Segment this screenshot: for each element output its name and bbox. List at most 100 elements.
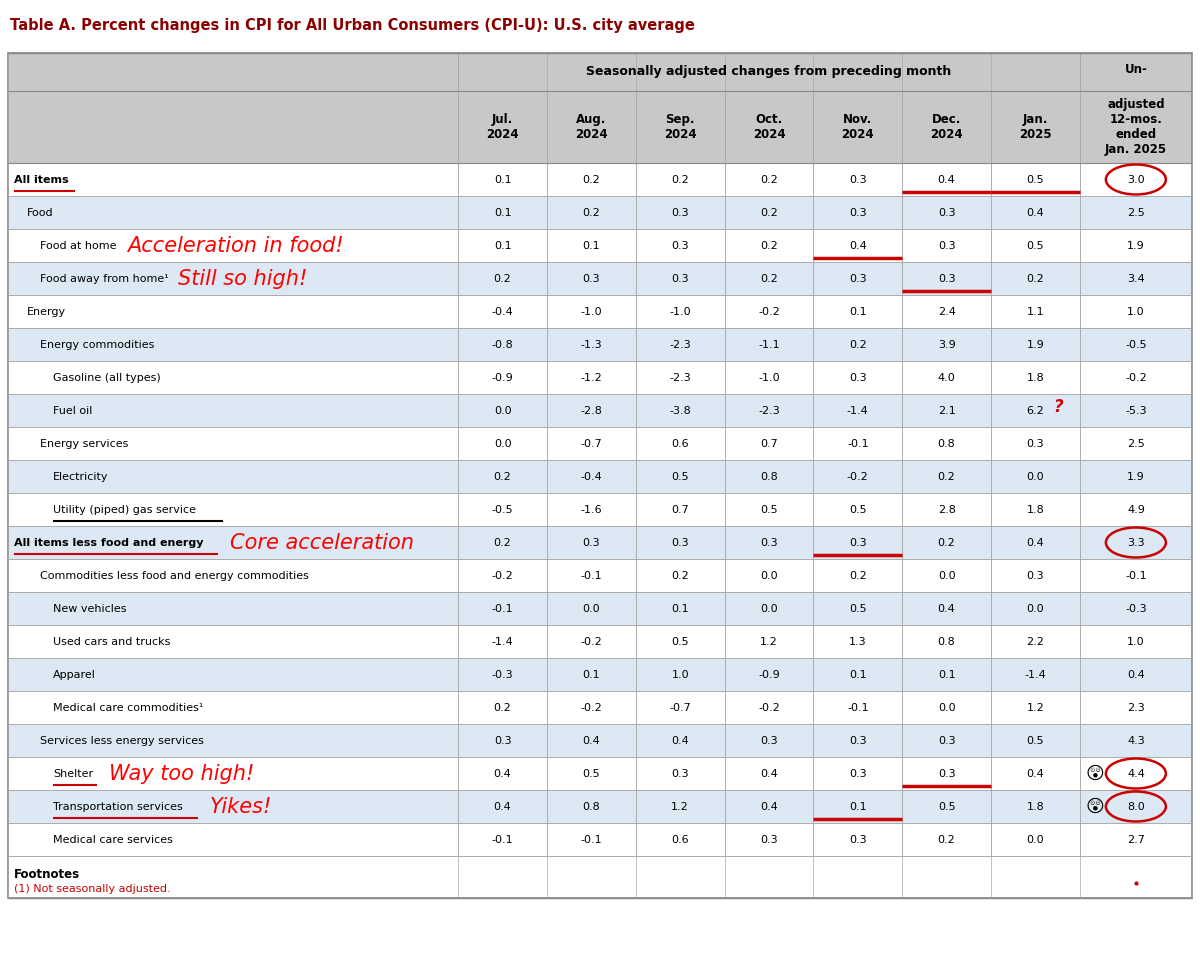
Bar — [458, 724, 547, 757]
Text: 0.1: 0.1 — [848, 802, 866, 811]
Text: -2.3: -2.3 — [670, 373, 691, 382]
Text: 0.4: 0.4 — [671, 736, 689, 745]
Text: 0.2: 0.2 — [848, 340, 866, 349]
Text: 1.8: 1.8 — [1026, 504, 1044, 515]
Text: Yikes!: Yikes! — [210, 797, 272, 816]
Bar — [547, 427, 636, 460]
Text: 0.4: 0.4 — [493, 802, 511, 811]
Text: 0.4: 0.4 — [1026, 537, 1044, 548]
Text: 0.4: 0.4 — [760, 802, 778, 811]
Bar — [458, 53, 1080, 91]
Bar — [814, 559, 902, 592]
Bar — [725, 460, 814, 493]
Text: 3.9: 3.9 — [937, 340, 955, 349]
Text: 0.5: 0.5 — [848, 603, 866, 614]
Text: 0.3: 0.3 — [937, 769, 955, 778]
Text: 0.2: 0.2 — [493, 537, 511, 548]
Text: 0.2: 0.2 — [1026, 274, 1044, 284]
Text: -1.4: -1.4 — [1025, 670, 1046, 680]
Bar — [547, 493, 636, 526]
Bar — [991, 361, 1080, 394]
Bar — [8, 526, 458, 559]
Text: 0.5: 0.5 — [582, 769, 600, 778]
Bar — [814, 295, 902, 328]
Text: 0.1: 0.1 — [848, 307, 866, 317]
Text: 0.0: 0.0 — [1026, 834, 1044, 844]
Bar — [458, 394, 547, 427]
Bar — [725, 328, 814, 361]
Text: 0.4: 0.4 — [493, 769, 511, 778]
Text: 0.2: 0.2 — [760, 274, 778, 284]
Text: 0.4: 0.4 — [760, 769, 778, 778]
Bar — [902, 658, 991, 691]
Text: 2.5: 2.5 — [1127, 439, 1145, 448]
Text: 😲: 😲 — [1085, 798, 1104, 815]
Bar — [636, 328, 725, 361]
Bar — [991, 394, 1080, 427]
Bar — [814, 757, 902, 790]
Bar — [458, 91, 547, 163]
Text: -0.4: -0.4 — [581, 471, 602, 481]
Text: ?: ? — [1052, 398, 1062, 415]
Bar — [547, 328, 636, 361]
Text: Dec.
2024: Dec. 2024 — [930, 113, 962, 141]
Bar — [1080, 757, 1192, 790]
Bar — [902, 526, 991, 559]
Bar — [458, 229, 547, 262]
Text: 0.4: 0.4 — [937, 603, 955, 614]
Text: -0.2: -0.2 — [581, 703, 602, 712]
Text: 0.0: 0.0 — [1026, 471, 1044, 481]
Text: 0.3: 0.3 — [848, 373, 866, 382]
Bar — [8, 691, 458, 724]
Text: Commodities less food and energy commodities: Commodities less food and energy commodi… — [40, 570, 308, 581]
Bar — [1080, 163, 1192, 196]
Bar — [547, 625, 636, 658]
Bar — [458, 559, 547, 592]
Bar — [8, 163, 458, 196]
Text: 0.6: 0.6 — [671, 834, 689, 844]
Bar — [636, 493, 725, 526]
Text: Utility (piped) gas service: Utility (piped) gas service — [53, 504, 196, 515]
Text: Aug.
2024: Aug. 2024 — [575, 113, 607, 141]
Text: 0.3: 0.3 — [760, 834, 778, 844]
Text: Food at home: Food at home — [40, 240, 116, 251]
Bar — [991, 658, 1080, 691]
Bar — [725, 757, 814, 790]
Text: -2.3: -2.3 — [670, 340, 691, 349]
Text: 2.8: 2.8 — [937, 504, 955, 515]
Text: 1.2: 1.2 — [671, 802, 689, 811]
Bar — [547, 658, 636, 691]
Text: 0.1: 0.1 — [493, 207, 511, 218]
Bar — [991, 91, 1080, 163]
Text: -3.8: -3.8 — [670, 406, 691, 415]
Bar — [547, 790, 636, 823]
Bar — [8, 757, 458, 790]
Text: 3.0: 3.0 — [1127, 174, 1145, 185]
Bar — [725, 625, 814, 658]
Bar — [636, 196, 725, 229]
Bar — [636, 724, 725, 757]
Text: -2.3: -2.3 — [758, 406, 780, 415]
Bar — [991, 196, 1080, 229]
Bar — [8, 724, 458, 757]
Bar — [814, 328, 902, 361]
Text: -0.1: -0.1 — [492, 834, 514, 844]
Bar — [725, 823, 814, 856]
Bar — [902, 757, 991, 790]
Bar — [902, 625, 991, 658]
Bar — [1080, 427, 1192, 460]
Text: Way too high!: Way too high! — [109, 764, 254, 783]
Text: -1.0: -1.0 — [581, 307, 602, 317]
Bar — [636, 757, 725, 790]
Text: 0.8: 0.8 — [937, 637, 955, 647]
Bar — [8, 328, 458, 361]
Text: 0.8: 0.8 — [582, 802, 600, 811]
Bar — [814, 625, 902, 658]
Text: -0.1: -0.1 — [1126, 570, 1147, 581]
Text: 2.7: 2.7 — [1127, 834, 1145, 844]
Text: -0.3: -0.3 — [492, 670, 514, 680]
Bar — [547, 295, 636, 328]
Text: 0.4: 0.4 — [937, 174, 955, 185]
Text: 4.9: 4.9 — [1127, 504, 1145, 515]
Text: 1.9: 1.9 — [1026, 340, 1044, 349]
